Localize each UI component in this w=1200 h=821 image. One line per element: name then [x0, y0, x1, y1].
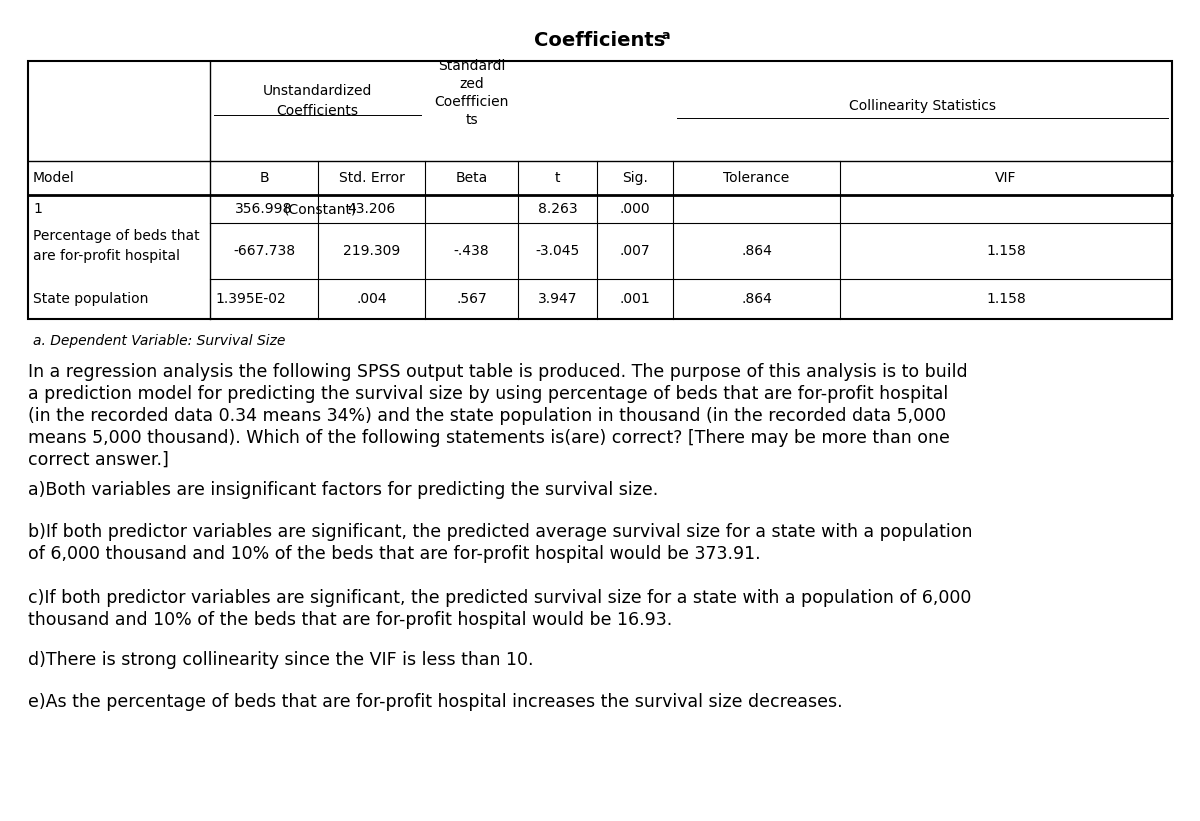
Text: of 6,000 thousand and 10% of the beds that are for-profit hospital would be 373.: of 6,000 thousand and 10% of the beds th… — [28, 545, 761, 563]
Text: t: t — [554, 171, 560, 185]
Text: a)Both variables are insignificant factors for predicting the survival size.: a)Both variables are insignificant facto… — [28, 481, 659, 499]
Text: 356.998: 356.998 — [235, 202, 293, 216]
Text: Percentage of beds that
are for-profit hospital: Percentage of beds that are for-profit h… — [34, 229, 199, 264]
Text: b)If both predictor variables are significant, the predicted average survival si: b)If both predictor variables are signif… — [28, 523, 972, 541]
Text: Sig.: Sig. — [622, 171, 648, 185]
Text: Tolerance: Tolerance — [724, 171, 790, 185]
Text: VIF: VIF — [995, 171, 1016, 185]
Text: 3.947: 3.947 — [538, 292, 577, 306]
Text: Unstandardized
Coefficients: Unstandardized Coefficients — [263, 85, 372, 117]
Text: 1.395E-02: 1.395E-02 — [215, 292, 286, 306]
Text: -.438: -.438 — [454, 244, 490, 258]
Text: .000: .000 — [619, 202, 650, 216]
Text: c)If both predictor variables are significant, the predicted survival size for a: c)If both predictor variables are signif… — [28, 589, 971, 607]
Text: Beta: Beta — [455, 171, 487, 185]
Text: .001: .001 — [619, 292, 650, 306]
Text: Coefficients: Coefficients — [534, 31, 666, 50]
Text: Standardi
zed
Coeffficien
ts: Standardi zed Coeffficien ts — [434, 59, 509, 126]
Text: Model: Model — [34, 171, 74, 185]
Text: 43.206: 43.206 — [347, 202, 396, 216]
Text: 1.158: 1.158 — [986, 292, 1026, 306]
Text: d)There is strong collinearity since the VIF is less than 10.: d)There is strong collinearity since the… — [28, 651, 534, 669]
Text: .007: .007 — [619, 244, 650, 258]
Text: 1.158: 1.158 — [986, 244, 1026, 258]
Text: (Constant): (Constant) — [284, 202, 358, 216]
Text: State population: State population — [34, 292, 149, 306]
Text: (in the recorded data 0.34 means 34%) and the state population in thousand (in t: (in the recorded data 0.34 means 34%) an… — [28, 407, 946, 425]
Text: .567: .567 — [456, 292, 487, 306]
Text: -667.738: -667.738 — [233, 244, 295, 258]
Text: .004: .004 — [356, 292, 386, 306]
Text: means 5,000 thousand). Which of the following statements is(are) correct? [There: means 5,000 thousand). Which of the foll… — [28, 429, 950, 447]
Text: .864: .864 — [742, 292, 772, 306]
Text: a: a — [662, 29, 671, 42]
Text: .864: .864 — [742, 244, 772, 258]
Text: B: B — [259, 171, 269, 185]
Text: 1: 1 — [34, 202, 42, 216]
Text: Collinearity Statistics: Collinearity Statistics — [850, 99, 996, 113]
Text: 219.309: 219.309 — [343, 244, 400, 258]
Text: correct answer.]: correct answer.] — [28, 451, 169, 469]
Text: 8.263: 8.263 — [538, 202, 577, 216]
Text: a. Dependent Variable: Survival Size: a. Dependent Variable: Survival Size — [34, 334, 286, 348]
Bar — [28, 61, 1172, 319]
Text: Std. Error: Std. Error — [338, 171, 404, 185]
Text: thousand and 10% of the beds that are for-profit hospital would be 16.93.: thousand and 10% of the beds that are fo… — [28, 611, 672, 629]
Text: In a regression analysis the following SPSS output table is produced. The purpos: In a regression analysis the following S… — [28, 363, 967, 381]
Text: -3.045: -3.045 — [535, 244, 580, 258]
Text: a prediction model for predicting the survival size by using percentage of beds : a prediction model for predicting the su… — [28, 385, 948, 403]
Text: e)As the percentage of beds that are for-profit hospital increases the survival : e)As the percentage of beds that are for… — [28, 693, 842, 711]
